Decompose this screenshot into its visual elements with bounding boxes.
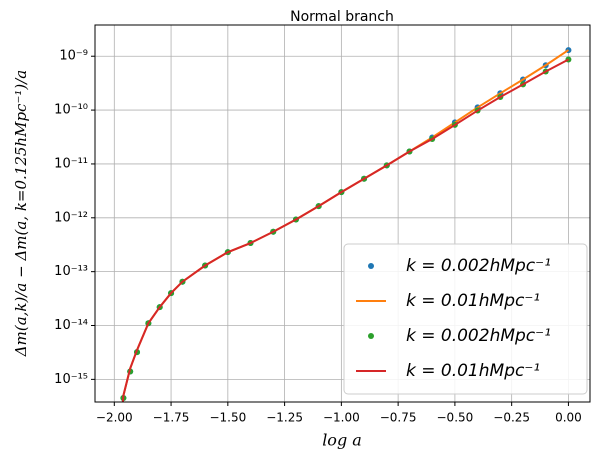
x-tick-label: −0.25 — [493, 411, 530, 425]
y-tick-label: 10⁻¹⁴ — [54, 318, 88, 333]
x-tick-label: 0.00 — [555, 411, 582, 425]
y-tick-label: 10⁻⁹ — [59, 49, 88, 64]
legend-swatch — [368, 333, 374, 339]
legend-label: k = 0.002hMpc⁻¹ — [406, 256, 551, 276]
x-tick-label: −2.00 — [96, 411, 133, 425]
legend-label: k = 0.01hMpc⁻¹ — [406, 361, 540, 381]
axes-frame — [94, 24, 591, 403]
y-tick-label: 10⁻¹² — [54, 210, 88, 225]
x-tick-label: −1.75 — [153, 411, 190, 425]
x-tick-label: −1.25 — [266, 411, 303, 425]
x-tick-label: −1.00 — [323, 411, 360, 425]
y-tick-label: 10⁻¹¹ — [54, 156, 88, 171]
y-tick-label: 10⁻¹³ — [54, 264, 88, 279]
legend-label: k = 0.002hMpc⁻¹ — [406, 326, 551, 346]
x-axis-label: log a — [322, 431, 362, 450]
plot-area — [120, 47, 572, 402]
y-axis-label: Δm(a,k)/a − Δm(a, k=0.125hMpc⁻¹)/a — [12, 70, 30, 357]
legend-box — [343, 243, 588, 395]
x-tick-label: −0.75 — [380, 411, 417, 425]
chart-title: Normal branch — [290, 9, 394, 25]
legend-label: k = 0.01hMpc⁻¹ — [406, 291, 540, 311]
x-tick-label: −0.50 — [437, 411, 474, 425]
x-tick-label: −1.50 — [209, 411, 246, 425]
y-tick-label: 10⁻¹⁰ — [54, 103, 88, 118]
y-tick-label: 10⁻¹⁵ — [54, 372, 88, 387]
line — [121, 58, 569, 402]
legend-swatch — [368, 263, 374, 269]
